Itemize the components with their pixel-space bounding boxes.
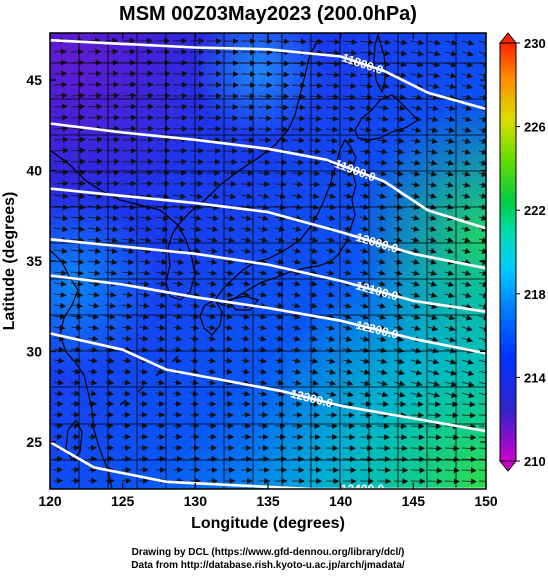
wind-arrow — [275, 184, 286, 185]
wind-arrow — [275, 173, 286, 174]
wind-arrow — [139, 184, 152, 185]
wind-arrow — [139, 140, 153, 141]
wind-arrow — [139, 129, 153, 130]
wind-arrow — [105, 41, 117, 42]
wind-arrow — [139, 107, 153, 108]
wind-arrow — [275, 162, 287, 163]
wind-arrow — [428, 470, 442, 471]
wind-arrow — [122, 74, 135, 75]
wind-arrow — [428, 415, 440, 416]
wind-arrow — [122, 52, 135, 53]
colorbar: 210 214 218 222 226 230 — [500, 33, 546, 471]
wind-arrow — [445, 448, 459, 449]
wind-arrow — [428, 437, 441, 438]
x-tick-label: 150 — [474, 493, 498, 509]
colorbar-tick-label: 230 — [524, 36, 546, 51]
x-tick-label: 125 — [111, 493, 135, 509]
colorbar-tick-label: 210 — [524, 454, 546, 469]
wind-arrow — [445, 404, 457, 405]
wind-arrow — [139, 52, 152, 53]
wind-arrow — [139, 151, 153, 152]
plot-area: 11800.011900.012000.012100.012200.012300… — [50, 33, 493, 496]
credit-line-2: Data from http://database.rish.kyoto-u.a… — [131, 560, 405, 571]
wind-arrow — [139, 41, 152, 42]
colorbar-tick-label: 218 — [524, 287, 546, 302]
x-tick-label: 140 — [329, 493, 353, 509]
x-tick-label: 145 — [402, 493, 426, 509]
colorbar-bottom-arrow — [500, 461, 516, 471]
y-tick-label: 45 — [26, 72, 42, 88]
wind-arrow — [139, 173, 153, 174]
colorbar-ticks: 210 214 218 222 226 230 — [516, 36, 546, 469]
y-axis-label: Latitude (degrees) — [1, 192, 18, 331]
wind-arrow — [122, 41, 135, 42]
wind-arrow — [428, 459, 442, 460]
wind-arrow — [139, 74, 153, 75]
wind-arrow — [122, 184, 136, 185]
wind-arrow — [139, 85, 153, 86]
y-tick-label: 40 — [26, 163, 42, 179]
credit-line-1: Drawing by DCL (https://www.gfd-dennou.o… — [132, 547, 405, 558]
y-tick-label: 30 — [26, 343, 42, 359]
colorbar-body — [500, 43, 516, 461]
wind-arrow — [139, 96, 153, 97]
x-tick-label: 130 — [184, 493, 208, 509]
colorbar-tick-label: 226 — [524, 120, 546, 135]
wind-arrow — [139, 118, 153, 119]
wind-arrow — [428, 426, 441, 427]
x-axis-label: Longitude (degrees) — [191, 515, 345, 532]
colorbar-tick-label: 214 — [524, 370, 546, 385]
y-tick-label: 35 — [26, 253, 42, 269]
wind-arrow — [139, 162, 153, 163]
colorbar-tick-label: 222 — [524, 203, 546, 218]
y-tick-label: 25 — [26, 434, 42, 450]
x-tick-label: 135 — [256, 493, 280, 509]
wind-arrow — [428, 448, 441, 449]
x-tick-label: 120 — [38, 493, 62, 509]
chart-title: MSM 00Z03May2023 (200.0hPa) — [119, 3, 417, 25]
wind-arrow — [428, 481, 442, 482]
wind-arrow — [275, 140, 287, 141]
colorbar-top-arrow — [500, 33, 516, 43]
wind-arrow — [275, 129, 288, 130]
